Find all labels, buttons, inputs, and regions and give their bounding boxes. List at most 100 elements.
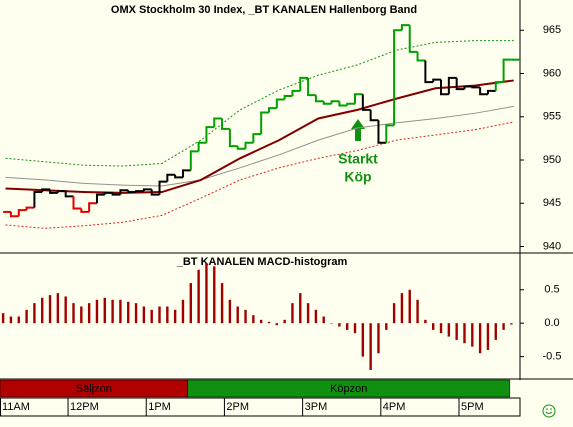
histogram-bar	[119, 299, 122, 324]
price-bar	[135, 190, 144, 193]
indicator-line	[5, 40, 514, 167]
histogram-bar	[166, 306, 169, 324]
price-bar	[25, 206, 35, 211]
price-bar	[166, 173, 176, 182]
price-bar	[221, 118, 230, 130]
histogram-bar	[463, 323, 466, 344]
annotation: Starkt	[338, 151, 378, 167]
histogram-bar	[150, 309, 153, 324]
x-tick-label: 2PM	[226, 401, 249, 413]
zone-label: Säljzon	[76, 383, 112, 395]
histogram-bar	[17, 316, 20, 324]
x-tick-label: 11AM	[2, 401, 30, 413]
histogram-bar	[87, 303, 91, 324]
histogram-bar	[220, 283, 224, 324]
histogram-bar	[471, 323, 474, 347]
histogram-bar	[314, 309, 318, 324]
histogram-bar	[158, 306, 161, 324]
price-bar	[252, 133, 262, 143]
histogram-bar	[111, 299, 114, 324]
histogram-bar	[267, 321, 271, 324]
price-bar	[385, 124, 395, 143]
histogram-bar	[439, 323, 443, 334]
histogram-bar	[392, 303, 396, 324]
price-bar	[111, 192, 121, 196]
histogram-bar	[291, 303, 294, 324]
histogram-bar	[510, 323, 513, 325]
price-bar	[393, 29, 402, 126]
y-tick-label: 955	[543, 111, 561, 123]
y-tick-label: 0.0	[544, 317, 559, 329]
histogram-bar	[142, 306, 146, 324]
histogram-bar	[228, 299, 232, 324]
histogram-bar	[306, 303, 310, 324]
price-bar	[150, 189, 160, 196]
indicator-line	[5, 105, 514, 187]
price-bar	[486, 89, 496, 95]
price-bar	[80, 208, 90, 213]
histogram-bar	[275, 323, 279, 326]
y-tick-label: -0.5	[543, 351, 562, 363]
price-bar	[408, 25, 418, 53]
price-bar	[181, 169, 191, 178]
histogram-bar	[252, 315, 255, 324]
histogram-bar	[494, 323, 497, 340]
histogram-bar	[244, 309, 247, 324]
y-tick-label: 960	[543, 67, 561, 79]
price-bar	[9, 211, 19, 218]
price-bar	[41, 188, 51, 193]
histogram-bar	[41, 297, 44, 324]
price-bar	[260, 111, 269, 135]
histogram-bar	[33, 303, 36, 324]
price-bar	[283, 95, 293, 100]
price-bar	[103, 191, 113, 195]
price-bar	[369, 109, 379, 122]
histogram-bar	[205, 263, 208, 324]
price-bar	[291, 89, 301, 97]
histogram-bar	[197, 269, 200, 324]
price-bar	[346, 102, 356, 106]
price-bar	[72, 196, 82, 210]
x-tick-label: 5PM	[461, 401, 484, 413]
histogram-bar	[236, 306, 239, 324]
price-bar	[49, 189, 58, 194]
zone	[187, 379, 511, 398]
x-tick-label: 4PM	[383, 401, 406, 413]
histogram-bar	[486, 323, 490, 350]
histogram-bar	[95, 299, 99, 324]
histogram-bar	[353, 323, 357, 334]
price-bar	[244, 141, 254, 149]
price-bar	[440, 79, 449, 96]
buy-arrow	[351, 119, 365, 141]
y-tick-label: 950	[543, 154, 561, 166]
price-bar	[236, 146, 246, 150]
price-bar	[64, 191, 74, 198]
price-bar	[447, 76, 457, 95]
price-bar	[142, 188, 152, 192]
histogram-bar	[80, 306, 83, 324]
price-bar	[213, 117, 223, 128]
x-tick-label: 1PM	[148, 401, 171, 413]
histogram-bar	[72, 303, 75, 324]
price-bar	[267, 107, 277, 113]
price-bar	[307, 77, 316, 97]
price-bar	[174, 174, 183, 179]
histogram-bar	[283, 319, 286, 324]
price-bar	[314, 95, 324, 103]
price-bar	[228, 128, 238, 148]
histogram-bar	[338, 323, 341, 327]
time-axis	[0, 397, 521, 417]
y-tick-label: 965	[543, 24, 561, 36]
histogram-bar	[1, 313, 5, 324]
chart-title: OMX Stockholm 30 Index, _BT KANALEN Hall…	[111, 4, 417, 16]
histogram-bar	[25, 309, 28, 324]
price-bar	[127, 190, 137, 194]
histogram-bar	[377, 323, 380, 354]
histogram-bar	[181, 299, 185, 324]
price-bar	[502, 58, 512, 83]
histogram-bar	[345, 323, 349, 330]
annotation: Köp	[344, 169, 371, 185]
histogram-bar	[64, 296, 67, 324]
